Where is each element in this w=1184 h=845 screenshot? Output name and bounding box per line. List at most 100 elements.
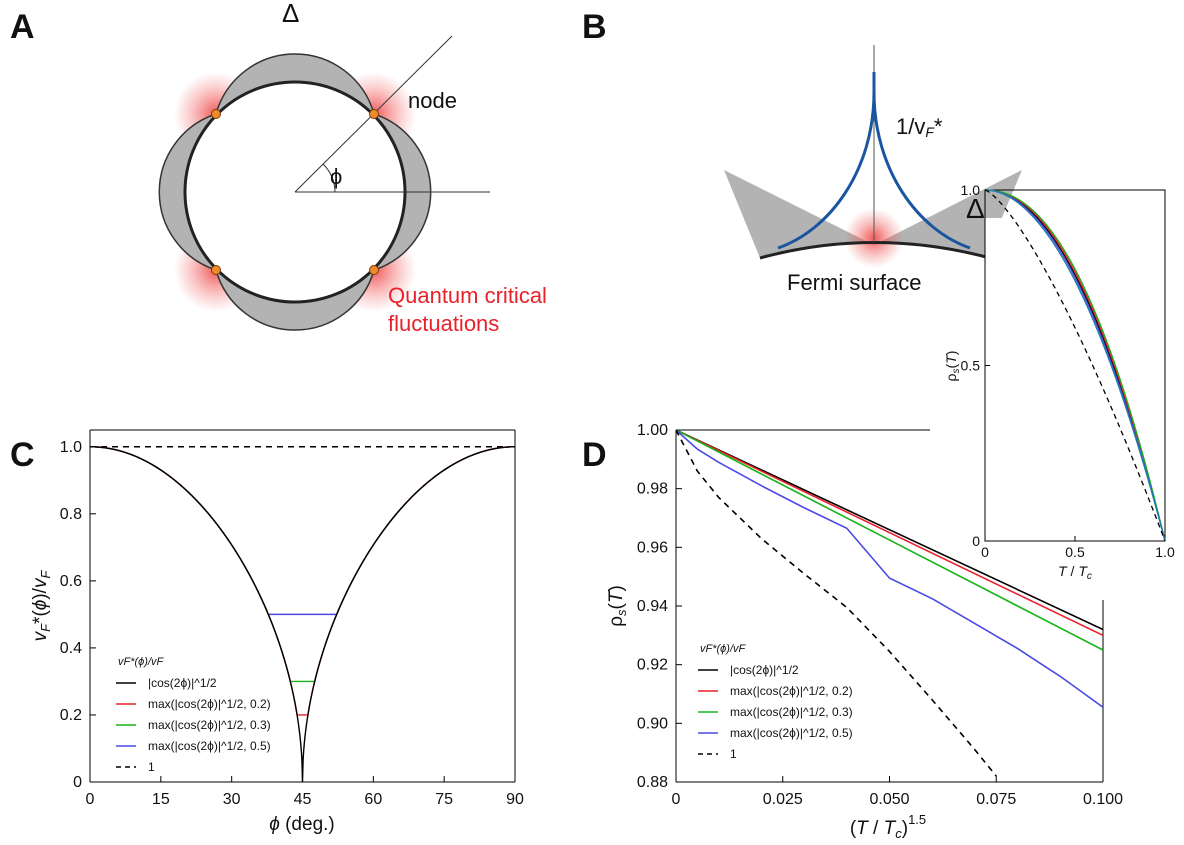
c-ytick-label: 1.0 (60, 439, 82, 456)
c-ytick-label: 0.8 (60, 506, 82, 523)
panel-b-fermi: Fermi surface (787, 270, 921, 295)
inset-lines (984, 189, 1166, 542)
panel-b-delta: Δ (966, 193, 985, 224)
c-y-label: vF*(ϕ)/vF (30, 570, 53, 642)
c-ytick-label: 0.4 (60, 640, 82, 657)
c-xtick-label: 90 (506, 791, 524, 808)
inset-y-label: ρs(T) (943, 351, 962, 382)
d-xtick-label: 0.075 (976, 791, 1016, 808)
d-lines (676, 430, 1103, 777)
fermi-surface-line (759, 241, 991, 260)
c-xtick-label: 15 (152, 791, 170, 808)
node-dot-sw (211, 265, 221, 275)
inset-ytick-label: 1.0 (961, 182, 981, 198)
legend-title: vF*(ϕ)/vF (118, 656, 165, 668)
d-ytick-label: 0.98 (637, 481, 668, 498)
d-xtick-label: 0.100 (1083, 791, 1123, 808)
c-xtick-label: 75 (435, 791, 453, 808)
legend-title: vF*(ϕ)/vF (700, 643, 747, 655)
d-x-label: (T / Tc)1.5 (850, 812, 926, 841)
inset-xtick-label: 0 (981, 544, 989, 560)
inset-series-line (984, 189, 1166, 542)
inset-ytick-label: 0 (972, 533, 980, 549)
d-series-line (676, 430, 997, 777)
d-ytick-label: 0.96 (637, 539, 668, 556)
node-dot-se (369, 265, 379, 275)
c-series-line (90, 446, 515, 716)
c-series-line (90, 446, 515, 616)
phi-arc (322, 163, 336, 193)
d-ytick-label: 0.88 (637, 774, 668, 791)
d-series-line (676, 430, 1103, 637)
panel-d-label: D (582, 436, 607, 474)
inv-vf-sub: F (925, 124, 935, 140)
c-series-line (90, 446, 515, 782)
panel-a-delta: Δ (282, 0, 299, 28)
panel-a: A Δ node ϕ Quantum critical fl (10, 0, 547, 336)
d-ytick-label: 0.92 (637, 657, 668, 674)
inset-background (985, 218, 1165, 541)
c-ytick-label: 0.6 (60, 573, 82, 590)
legend-entry: max(|cos(2ϕ)|^1/2, 0.5) (148, 739, 271, 753)
panel-a-node: node (408, 88, 457, 113)
inset-x-label: T / Tc (1058, 563, 1092, 582)
d-series-line (676, 430, 1103, 651)
inset-ticks: 00 0.5 0.5 1.0 1.0 (961, 182, 1175, 560)
legend-entry: |cos(2ϕ)|^1/2 (730, 663, 799, 677)
inset-series-line (984, 189, 1166, 542)
inset-xtick-label: 1.0 (1155, 544, 1175, 560)
legend-entry: max(|cos(2ϕ)|^1/2, 0.3) (730, 705, 853, 719)
legend-entry: max(|cos(2ϕ)|^1/2, 0.2) (730, 684, 853, 698)
d-xtick-label: 0.025 (763, 791, 803, 808)
panel-b: B 1/vF* Δ Fermi surface ϕ (582, 8, 1022, 295)
d-legend: vF*(ϕ)/vF |cos(2ϕ)|^1/2 max(|cos(2ϕ)|^1/2,… (698, 643, 853, 761)
panel-a-qc-line1: Quantum critical (388, 283, 547, 308)
panel-d: D 0 0.025 0.050 0.075 0.1000.880.900.920.940… (582, 182, 1175, 841)
d-ytick-label: 0.90 (637, 715, 668, 732)
node-dots (211, 109, 379, 275)
c-lines (90, 446, 515, 782)
node-dot-ne (369, 109, 379, 119)
inv-vf-curve-right (872, 91, 971, 250)
d-inset: 00 0.5 0.5 1.0 1.0 T / Tc ρs(T) (943, 182, 1175, 582)
c-ytick-label: 0 (73, 774, 82, 791)
d-xtick-label: 0.050 (869, 791, 909, 808)
d-series-line (676, 430, 1103, 631)
legend-entry: max(|cos(2ϕ)|^1/2, 0.2) (148, 697, 271, 711)
panel-a-qc-line2: fluctuations (388, 311, 499, 336)
d-y-label: ρs(T) (606, 585, 629, 627)
panel-c: C 0 15 30 45 60 75 90 0 0.2 0.4 0.6 0.8 1.0 ϕ (deg.)… (10, 429, 524, 835)
c-xtick-label: 60 (364, 791, 382, 808)
inset-xtick-label: 0.5 (1065, 544, 1085, 560)
inv-vf-star: * (934, 114, 943, 139)
c-x-label: ϕ (deg.) (269, 814, 335, 835)
c-series-line (90, 446, 515, 683)
inset-series-line (984, 189, 1166, 542)
c-ticks: 0 15 30 45 60 75 90 0 0.2 0.4 0.6 0.8 1.0 (60, 439, 524, 808)
panel-b-label: B (582, 8, 607, 46)
panel-a-phi: ϕ (330, 164, 342, 189)
d-ytick-label: 0.94 (637, 598, 668, 615)
c-ytick-label: 0.2 (60, 707, 82, 724)
legend-entry: 1 (730, 747, 737, 761)
panel-c-label: C (10, 436, 35, 474)
panel-b-inv-vf: 1/vF* (896, 114, 943, 140)
d-ytick-label: 1.00 (637, 422, 668, 439)
node-dot-nw (211, 109, 221, 119)
c-xtick-label: 0 (86, 791, 95, 808)
d-ticks: 0 0.025 0.050 0.075 0.100 0.88 0.90 0.92 0.94 0.9… (637, 422, 1123, 808)
d-series-line (676, 430, 1103, 708)
c-xtick-label: 45 (294, 791, 312, 808)
inset-ytick-label: 0.5 (961, 358, 981, 374)
panel-a-label: A (10, 8, 35, 46)
inv-vf-main: 1/v (896, 114, 925, 139)
legend-entry: max(|cos(2ϕ)|^1/2, 0.3) (148, 718, 271, 732)
legend-entry: |cos(2ϕ)|^1/2 (148, 676, 217, 690)
legend-entry: max(|cos(2ϕ)|^1/2, 0.5) (730, 726, 853, 740)
inset-series-line (984, 189, 1166, 542)
c-xtick-label: 30 (223, 791, 241, 808)
legend-entry: 1 (148, 760, 155, 774)
d-xtick-label: 0 (672, 791, 681, 808)
c-legend: vF*(ϕ)/vF |cos(2ϕ)|^1/2 max(|cos(2ϕ)|^1/2,… (116, 656, 271, 774)
